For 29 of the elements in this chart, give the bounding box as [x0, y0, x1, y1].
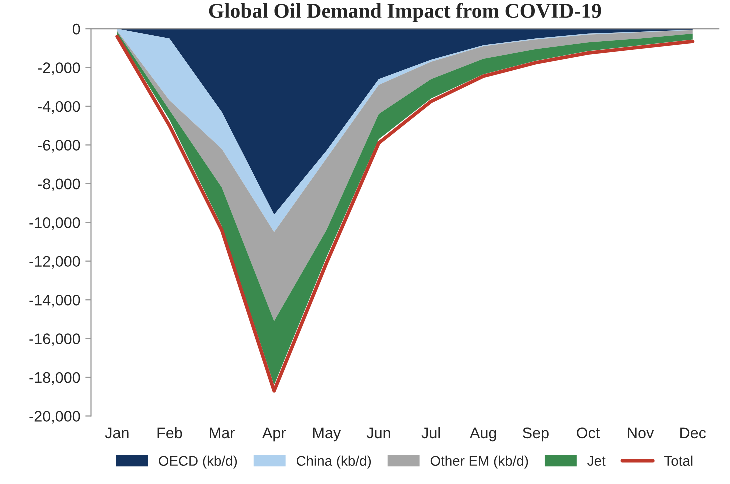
y-tick-label: -2,000 — [38, 62, 80, 76]
legend-label: Total — [664, 456, 693, 466]
x-tick-label: Jul — [422, 427, 440, 439]
y-tick-label: -12,000 — [30, 256, 80, 269]
legend-label: China (kb/d) — [296, 456, 372, 469]
y-tick-label: -6,000 — [38, 140, 80, 153]
x-tick-label: Jan — [105, 428, 129, 439]
x-tick-label: Dec — [680, 428, 706, 439]
x-tick-label: Oct — [577, 428, 600, 439]
y-tick-label: -10,000 — [30, 218, 80, 230]
x-tick-label: Jun — [366, 428, 390, 439]
y-tick-label: -8,000 — [38, 178, 80, 192]
y-tick-label: -14,000 — [30, 294, 80, 308]
x-tick-label: Apr — [262, 428, 286, 442]
y-tick-label: -16,000 — [30, 334, 80, 346]
chart-title: Global Oil Demand Impact from COVID-19 — [209, 3, 602, 22]
x-tick-label: Sep — [523, 428, 549, 442]
y-tick-label: -18,000 — [30, 372, 80, 386]
legend-label: Jet — [588, 456, 606, 466]
x-tick-label: Mar — [210, 428, 235, 439]
x-tick-label: Nov — [628, 428, 654, 439]
x-tick-label: Aug — [470, 428, 496, 442]
y-tick-label: -4,000 — [38, 101, 80, 114]
y-tick-label: 0 — [72, 24, 80, 35]
legend-label: Other EM (kb/d) — [430, 456, 528, 469]
x-tick-label: Feb — [158, 427, 182, 439]
legend-label: OECD (kb/d) — [159, 456, 238, 469]
x-tick-label: May — [314, 428, 342, 442]
y-tick-label: -20,000 — [30, 411, 80, 424]
